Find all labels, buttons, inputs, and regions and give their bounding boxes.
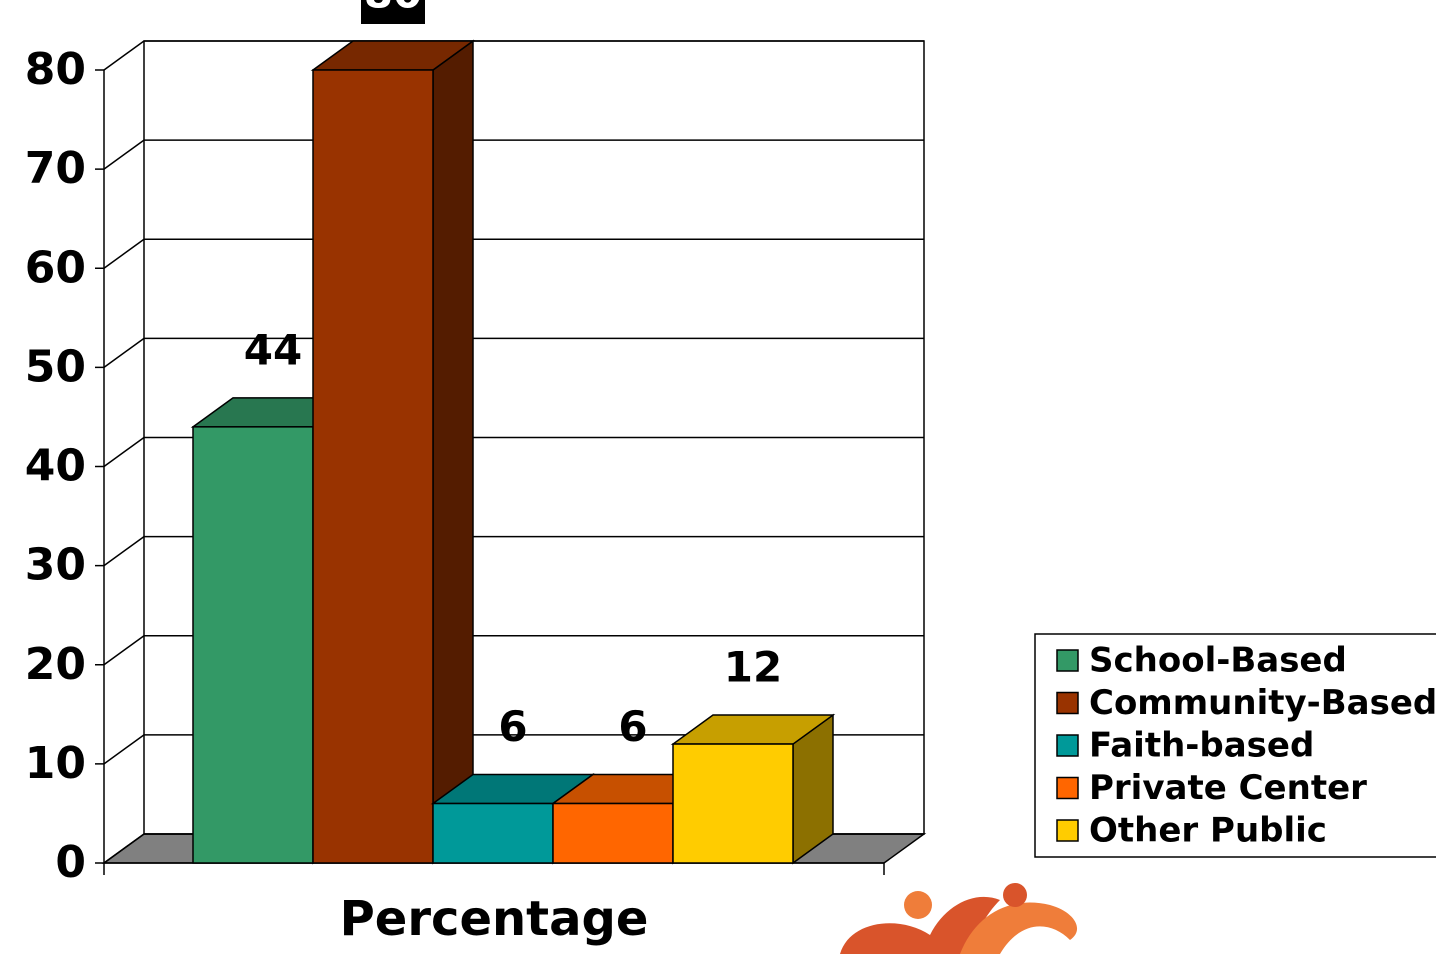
y-tick-label: 40	[25, 441, 86, 492]
y-tick-label: 0	[55, 837, 86, 888]
y-tick-label: 50	[25, 341, 86, 392]
grid-line	[103, 833, 145, 864]
legend-swatch	[1056, 819, 1079, 842]
grid-line	[103, 436, 145, 468]
value-label-bg	[361, 0, 425, 24]
value-label: 6	[618, 702, 647, 751]
legend-swatch	[1056, 776, 1079, 800]
grid-line	[103, 635, 145, 666]
value-label: 80	[364, 0, 422, 18]
legend-label: Faith-based	[1089, 726, 1314, 766]
legend-swatch	[1056, 649, 1079, 672]
legend-label: Community-Based	[1089, 683, 1436, 723]
bar-side	[432, 39, 474, 865]
y-tick-label: 20	[25, 639, 86, 690]
value-label: 6	[498, 702, 527, 751]
logo-shape	[960, 902, 1078, 954]
logo-shape	[1003, 883, 1027, 907]
value-label: 44	[244, 325, 302, 374]
legend: School-BasedCommunity-BasedFaith-basedPr…	[1034, 633, 1436, 858]
grid-line	[103, 139, 145, 170]
grid-line	[103, 734, 145, 765]
y-tick-label: 60	[25, 242, 86, 293]
bar	[552, 802, 674, 864]
logo	[840, 883, 1078, 954]
grid-line	[103, 536, 145, 567]
legend-swatch	[1056, 691, 1079, 715]
logo-shape	[904, 891, 932, 919]
legend-swatch	[1056, 734, 1079, 757]
y-tick-label: 80	[25, 44, 86, 95]
legend-label: Private Center	[1089, 768, 1367, 808]
grid-line	[103, 337, 145, 368]
bar	[672, 743, 794, 864]
bar	[192, 426, 314, 864]
bar	[432, 802, 554, 864]
y-tick-label: 70	[25, 143, 86, 194]
grid-line	[103, 238, 145, 269]
y-tick-label: 30	[25, 540, 86, 591]
legend-label: School-Based	[1089, 641, 1347, 681]
x-category-label: Percentage	[340, 891, 649, 947]
value-label: 12	[724, 643, 782, 692]
bar	[312, 69, 434, 864]
grid-line	[103, 40, 145, 71]
logo-shape	[840, 896, 1000, 954]
legend-box	[1034, 633, 1436, 858]
y-tick-label: 10	[25, 738, 86, 789]
legend-label: Other Public	[1089, 811, 1327, 851]
